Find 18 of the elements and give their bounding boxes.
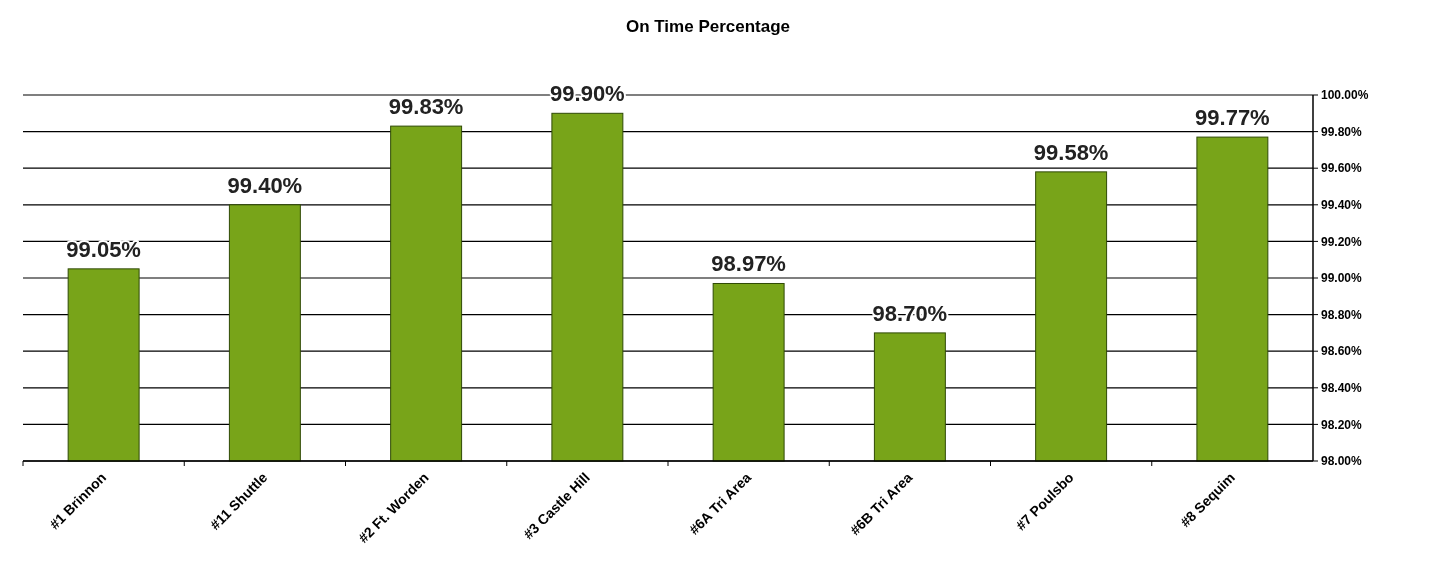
data-label: 99.05% (66, 236, 141, 262)
y-tick-label: 98.60% (1321, 344, 1363, 359)
y-tick-label: 99.60% (1321, 161, 1363, 176)
y-tick-label: 98.80% (1321, 307, 1363, 322)
y-tick-label: 99.80% (1321, 124, 1363, 139)
data-label: 99.40% (227, 172, 303, 198)
data-label: 99.58% (1033, 139, 1109, 165)
y-tick-label: 98.40% (1321, 381, 1363, 395)
data-label: 98.97% (711, 251, 786, 277)
y-tick-label: 98.00% (1321, 454, 1363, 469)
y-tick-label: 99.20% (1321, 234, 1363, 249)
y-tick-label: 99.40% (1321, 198, 1363, 212)
y-tick-label: 100.00% (1321, 88, 1369, 103)
data-label: 99.77% (1195, 105, 1270, 131)
data-label: 99.83% (388, 94, 464, 120)
chart-title: On Time Percentage (625, 17, 791, 36)
y-tick-label: 98.20% (1321, 417, 1363, 432)
y-tick-label: 99.00% (1321, 271, 1363, 286)
